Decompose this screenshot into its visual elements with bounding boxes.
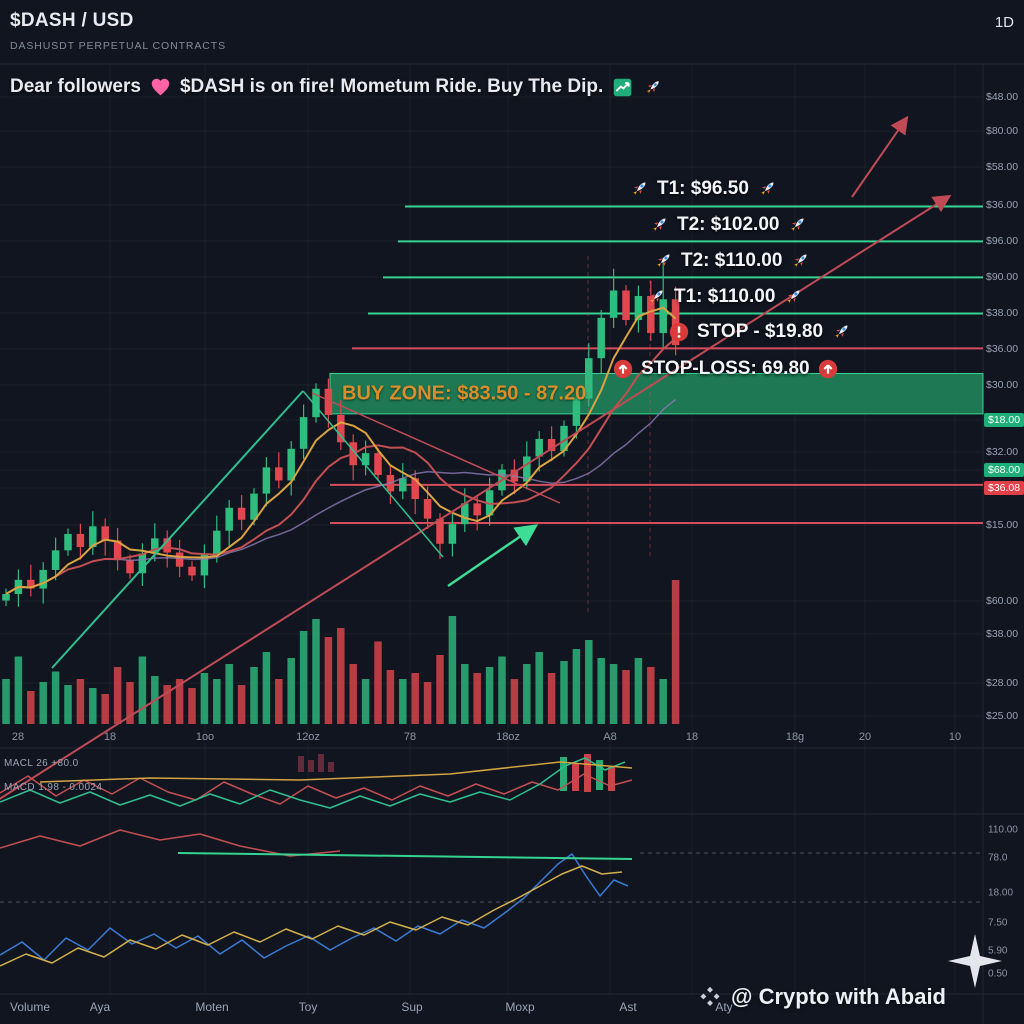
announcement-message: $DASH is on fire! Mometum Ride. Buy The … xyxy=(179,76,604,97)
volume-bars xyxy=(2,580,680,724)
rocket-icon xyxy=(642,77,663,98)
watermark-text: @ Crypto with Abaid xyxy=(731,984,946,1009)
ma-line xyxy=(5,337,677,595)
ma-line xyxy=(5,306,677,595)
timeframe-label[interactable]: 1D xyxy=(994,14,1014,31)
sparkle-icon xyxy=(948,934,1002,988)
chart-up-icon xyxy=(612,77,633,98)
symbol-title: $DASH / USD xyxy=(10,10,134,31)
symbol-subtitle: DASHUSDT PERPETUAL CONTRACTS xyxy=(10,40,226,52)
announcement-prefix: Dear followers xyxy=(10,76,141,97)
panel-macd xyxy=(0,754,633,809)
diamond-cluster-icon xyxy=(699,986,721,1008)
level-lines xyxy=(330,205,983,525)
panel-oscillator xyxy=(0,829,983,967)
buy-zone-band xyxy=(329,372,984,415)
watermark: @ Crypto with Abaid xyxy=(699,984,946,1010)
announcement-banner: Dear followers $DASH is on fire! Mometum… xyxy=(10,76,663,98)
heart-icon xyxy=(150,77,171,98)
